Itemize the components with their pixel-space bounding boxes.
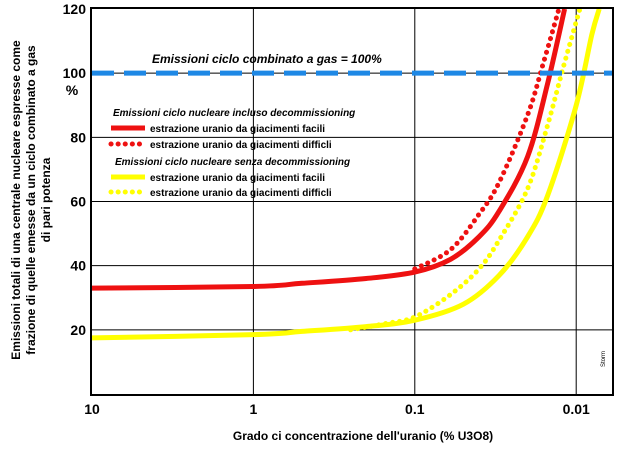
- reference-line-label: Emissioni ciclo combinato a gas = 100%: [152, 52, 382, 66]
- y-axis-title: Emissioni totali di una centrale nuclear…: [9, 40, 53, 360]
- series-layer: [91, 6, 602, 341]
- y-axis-title-line-2: frazione di quelle emesse da un ciclo co…: [24, 45, 38, 355]
- plot-frame: [90, 7, 614, 396]
- x-axis-title: Grado ci concentrazione dell'uranio (% U…: [233, 429, 493, 443]
- legend-group2-title: Emissioni ciclo nucleare senza decommiss…: [115, 157, 350, 168]
- series-3-line: [348, 6, 583, 333]
- x-tick-label: 0.01: [563, 401, 590, 417]
- y-tick-label: 40: [70, 258, 86, 274]
- y-tick-label: 60: [70, 194, 86, 210]
- legend-entry-yellow-solid: estrazione uranio da giacimenti facili: [150, 173, 325, 184]
- x-tick-label: 10: [84, 401, 100, 417]
- series-2-line: [91, 8, 602, 341]
- y-tick-label: 100: [63, 65, 87, 81]
- credit-label: Storm: [601, 351, 607, 367]
- y-tick-label: 20: [70, 322, 86, 338]
- legend-entry-red-dotted: estrazione uranio da giacimenti difficli: [150, 140, 332, 151]
- y-axis-title-line-3: di pari potenza: [39, 157, 53, 242]
- series-0-line: [91, 8, 568, 291]
- y-axis-title-line-1: Emissioni totali di una centrale nuclear…: [9, 40, 23, 360]
- legend-entry-red-solid: estrazione uranio da giacimenti facili: [150, 124, 325, 135]
- y-tick-label: 120: [63, 1, 87, 17]
- y-tick-label: 80: [70, 129, 86, 145]
- y-unit-label: %: [66, 82, 79, 98]
- series-1-line: [412, 6, 562, 272]
- legend: Emissioni ciclo nucleare incluso decommi…: [108, 108, 355, 199]
- legend-entry-yellow-dotted: estrazione uranio da giacimenti difficli: [150, 188, 332, 199]
- x-tick-label: 1: [249, 401, 257, 417]
- x-tick-label: 0.1: [405, 401, 425, 417]
- tick-layer: 10 1 0.1 0.01 20 40 60 80 100 120: [63, 1, 590, 417]
- legend-group1-title: Emissioni ciclo nucleare incluso decommi…: [113, 108, 355, 119]
